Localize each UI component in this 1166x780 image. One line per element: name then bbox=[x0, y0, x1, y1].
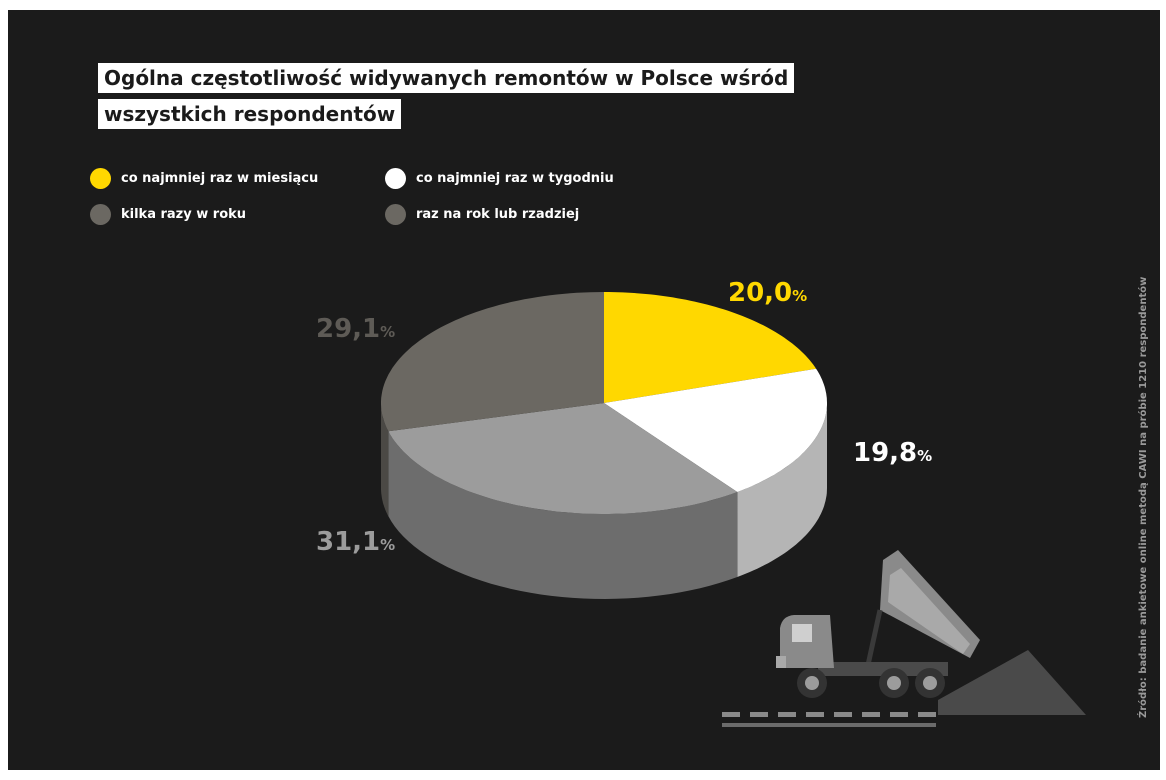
legend-swatch-monthly bbox=[90, 168, 111, 189]
truck-wheels-icon bbox=[797, 668, 945, 698]
source-note: Źródło: badanie ankietowe online metodą … bbox=[1138, 276, 1149, 718]
value-label-yearly-or-less-sign: % bbox=[380, 323, 396, 341]
legend-label-monthly: co najmniej raz w miesiącu bbox=[121, 171, 319, 186]
pie-side-weekly bbox=[737, 403, 827, 577]
pie-slices bbox=[381, 292, 827, 599]
value-label-weekly-sign: % bbox=[917, 447, 933, 465]
legend-item-yearly-or-less: raz na rok lub rzadziej bbox=[385, 204, 579, 225]
legend-label-weekly: co najmniej raz w tygodniu bbox=[416, 171, 614, 186]
value-label-weekly-number: 19,8 bbox=[853, 438, 918, 468]
value-label-weekly: 19,8% bbox=[853, 438, 932, 471]
value-label-yearly-or-less-number: 29,1 bbox=[316, 314, 381, 344]
value-label-yearly-or-less: 29,1% bbox=[316, 314, 395, 347]
chart-title-line-2: wszystkich respondentów bbox=[98, 99, 402, 129]
legend-swatch-few-times-year bbox=[90, 204, 111, 225]
pie-chart bbox=[381, 292, 827, 599]
legend-item-weekly: co najmniej raz w tygodniu bbox=[385, 168, 614, 189]
value-label-few-times-year-number: 31,1 bbox=[316, 527, 381, 557]
pie-slice-weekly bbox=[604, 368, 827, 492]
dump-truck-illustration bbox=[722, 550, 1086, 727]
debris-pile-icon bbox=[938, 650, 1086, 715]
truck-chassis-icon bbox=[818, 662, 948, 676]
pie-slice-few-times-year bbox=[388, 403, 738, 514]
legend-item-few-times-year: kilka razy w roku bbox=[90, 204, 246, 225]
road-icon bbox=[722, 712, 936, 727]
value-label-monthly-number: 20,0 bbox=[728, 278, 793, 308]
legend-item-monthly: co najmniej raz w miesiącu bbox=[90, 168, 318, 189]
pie-side-few-times-year bbox=[388, 431, 738, 599]
value-label-few-times-year-sign: % bbox=[380, 536, 396, 554]
pie-side-yearly-or-less bbox=[381, 403, 389, 517]
chart-panel: Ogólna częstotliwość widywanych remontów… bbox=[8, 10, 1160, 770]
value-label-monthly: 20,0% bbox=[728, 278, 807, 311]
pie-slice-yearly-or-less bbox=[381, 292, 604, 432]
value-label-few-times-year: 31,1% bbox=[316, 527, 395, 560]
legend-swatch-yearly-or-less bbox=[385, 204, 406, 225]
legend-label-few-times-year: kilka razy w roku bbox=[121, 207, 247, 222]
value-label-monthly-sign: % bbox=[792, 287, 808, 305]
legend-label-yearly-or-less: raz na rok lub rzadziej bbox=[416, 207, 580, 222]
chart-title-line-1: Ogólna częstotliwość widywanych remontów… bbox=[98, 63, 795, 93]
legend-swatch-weekly bbox=[385, 168, 406, 189]
pie-slice-monthly bbox=[604, 292, 817, 403]
